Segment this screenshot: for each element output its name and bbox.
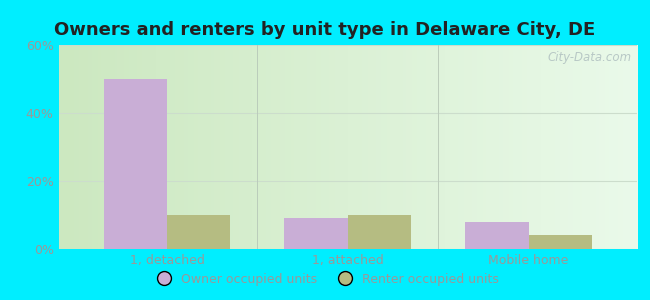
Bar <box>348 215 411 249</box>
Bar <box>285 218 348 249</box>
Text: City-Data.com: City-Data.com <box>547 51 631 64</box>
Bar <box>104 79 167 249</box>
Text: Owners and renters by unit type in Delaware City, DE: Owners and renters by unit type in Delaw… <box>55 21 595 39</box>
Legend: Owner occupied units, Renter occupied units: Owner occupied units, Renter occupied un… <box>146 268 504 291</box>
Bar <box>528 236 592 249</box>
Bar <box>167 215 230 249</box>
Bar <box>465 222 528 249</box>
